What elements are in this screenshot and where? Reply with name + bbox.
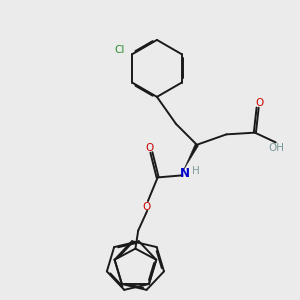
Text: H: H xyxy=(192,166,200,176)
Text: O: O xyxy=(143,202,151,212)
Polygon shape xyxy=(184,144,199,170)
Text: Cl: Cl xyxy=(114,45,124,55)
Text: O: O xyxy=(255,98,263,108)
Text: N: N xyxy=(180,167,190,180)
Text: OH: OH xyxy=(269,143,285,153)
Text: O: O xyxy=(146,142,154,153)
